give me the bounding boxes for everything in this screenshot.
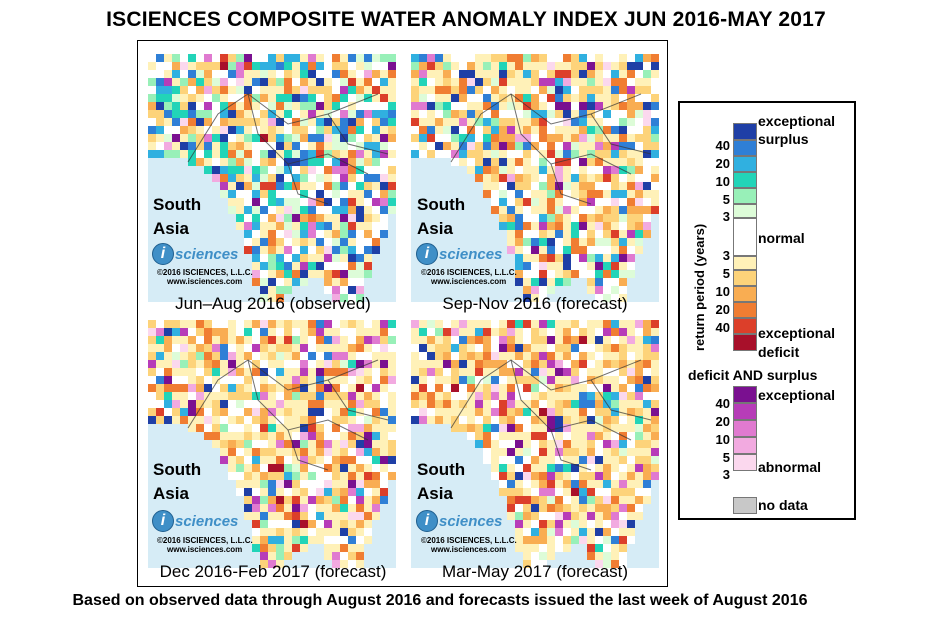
legend-tick: 20 (715, 156, 730, 171)
legend-swatch (733, 318, 757, 334)
logo-i-icon: i (152, 243, 174, 265)
legend-no-data-label: no data (758, 497, 808, 513)
region-label: South Asia (417, 460, 466, 503)
panel-frame (137, 40, 668, 587)
legend-swatch-no-data (733, 497, 757, 514)
map-panel-dec-2016-feb-2017 (148, 320, 396, 568)
legend-surplus-label: exceptional (758, 113, 836, 129)
figure-subtitle: Based on observed data through August 20… (72, 592, 808, 609)
legend-deficit-label: exceptional (758, 325, 836, 341)
legend-swatch (733, 204, 757, 218)
anomaly-map (411, 320, 659, 568)
legend-normal-label: normal (758, 230, 805, 246)
legend-tick: 20 (715, 414, 730, 429)
legend-tick: 10 (715, 174, 730, 189)
region-label: South Asia (417, 195, 466, 238)
legend-swatch (733, 156, 757, 172)
legend-swatch (733, 172, 757, 188)
legend-swatch (733, 403, 757, 420)
legend: return period (years) exceptional surplu… (678, 101, 856, 520)
caption-sep-nov-2016: Sep-Nov 2016 (forecast) (442, 294, 628, 313)
map-panel-sep-nov-2016 (411, 54, 659, 302)
logo-i-icon: i (416, 510, 438, 532)
isciences-logo: i sciences (152, 510, 238, 532)
logo-i-icon: i (416, 243, 438, 265)
legend-tick: 3 (722, 248, 730, 263)
legend-tick: 5 (722, 266, 730, 281)
legend-swatch (733, 123, 757, 140)
anomaly-map (148, 320, 396, 568)
legend-swatch (733, 334, 757, 351)
isciences-logo: i sciences (152, 243, 238, 265)
legend-tick: 5 (722, 192, 730, 207)
legend-tick: 20 (715, 302, 730, 317)
legend-swatch-normal (733, 218, 757, 256)
legend-swatch (733, 188, 757, 204)
legend-both-bottom-label: abnormal (758, 459, 822, 475)
legend-swatch (733, 302, 757, 318)
legend-tick: 3 (722, 209, 730, 224)
caption-jun-aug-2016: Jun–Aug 2016 (observed) (175, 294, 371, 313)
copyright-note: ©2016 ISCIENCES, L.L.C. www.isciences.com (157, 536, 253, 554)
region-label: South Asia (153, 460, 202, 503)
legend-swatch (733, 256, 757, 270)
anomaly-map (148, 54, 396, 302)
legend-both-heading: deficit AND surplus (688, 367, 818, 383)
legend-swatch (733, 420, 757, 437)
legend-both-top-label: exceptional (758, 387, 836, 403)
legend-swatch (733, 140, 757, 156)
legend-deficit-label: deficit (758, 344, 800, 360)
copyright-note: ©2016 ISCIENCES, L.L.C. www.isciences.com (157, 268, 253, 286)
figure-title: ISCIENCES COMPOSITE WATER ANOMALY INDEX … (106, 8, 826, 31)
legend-tick: 10 (715, 432, 730, 447)
legend-tick: 5 (722, 450, 730, 465)
caption-dec-2016-feb-2017: Dec 2016-Feb 2017 (forecast) (159, 562, 387, 581)
logo-i-icon: i (152, 510, 174, 532)
legend-tick: 3 (722, 467, 730, 482)
legend-swatch (733, 386, 757, 403)
caption-mar-may-2017: Mar-May 2017 (forecast) (441, 562, 629, 581)
isciences-logo: i sciences (416, 243, 502, 265)
copyright-note: ©2016 ISCIENCES, L.L.C. www.isciences.com (421, 268, 517, 286)
isciences-logo: i sciences (416, 510, 502, 532)
legend-swatch (733, 286, 757, 302)
legend-surplus-label: surplus (758, 131, 809, 147)
legend-tick: 40 (715, 138, 730, 153)
legend-tick: 10 (715, 284, 730, 299)
region-label: South Asia (153, 195, 202, 238)
copyright-note: ©2016 ISCIENCES, L.L.C. www.isciences.com (421, 536, 517, 554)
legend-swatch (733, 454, 757, 471)
legend-swatch (733, 437, 757, 454)
anomaly-map (411, 54, 659, 302)
legend-tick: 40 (715, 396, 730, 411)
legend-axis-label: return period (years) (692, 223, 707, 351)
map-panel-mar-may-2017 (411, 320, 659, 568)
legend-tick: 40 (715, 320, 730, 335)
legend-swatch (733, 270, 757, 286)
map-panel-jun-aug-2016 (148, 54, 396, 302)
